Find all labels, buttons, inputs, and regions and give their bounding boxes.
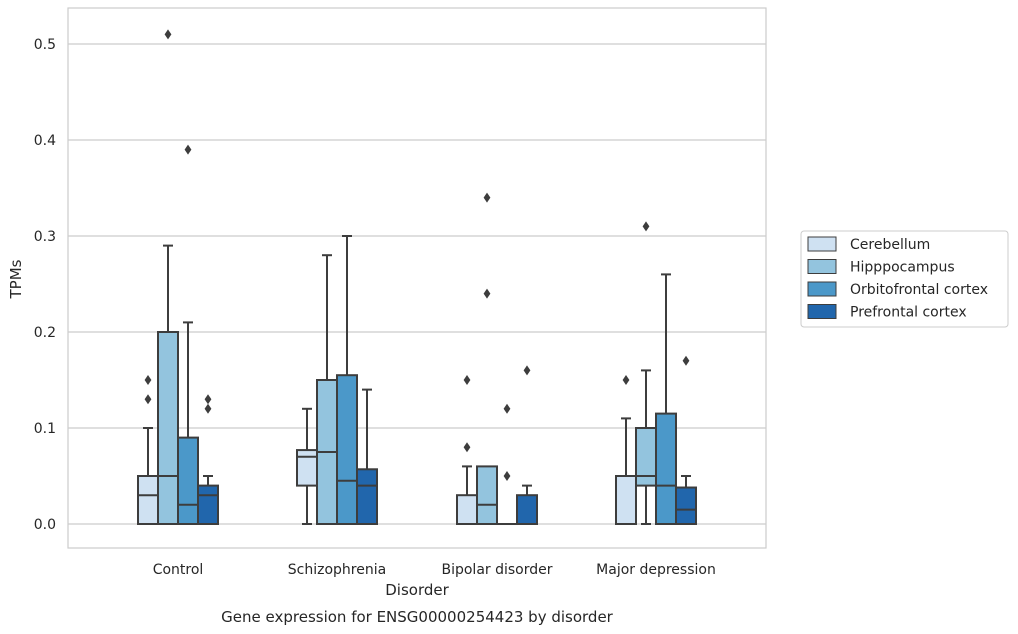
box-group — [157, 29, 179, 525]
y-axis-title: TPMs — [7, 259, 25, 299]
box — [516, 494, 538, 526]
box-group — [655, 273, 677, 526]
y-tick-label: 0.0 — [34, 517, 56, 533]
box — [296, 449, 318, 487]
box-group — [336, 235, 358, 526]
box — [336, 374, 358, 526]
outlier-point — [463, 442, 471, 453]
outlier-point — [184, 144, 192, 155]
y-tick-label: 0.5 — [34, 37, 56, 53]
legend-label: Hipppocampus — [850, 260, 955, 276]
outlier-point — [503, 403, 511, 414]
y-axis-ticks: 0.0 0.1 0.2 0.3 0.4 0.5 — [34, 37, 56, 533]
legend-label: Prefrontal cortex — [850, 305, 967, 321]
outlier-point — [463, 375, 471, 385]
box-group — [496, 403, 518, 526]
box — [137, 475, 159, 525]
x-tick-label: Major depression — [596, 562, 716, 578]
box-group — [197, 394, 219, 526]
box-group — [516, 365, 538, 526]
outlier-point — [682, 355, 690, 366]
legend-label: Cerebellum — [850, 237, 930, 253]
y-tick-label: 0.1 — [34, 421, 56, 437]
legend-swatch — [807, 304, 837, 319]
outlier-point — [483, 192, 491, 203]
legend-frame — [800, 230, 1009, 328]
outlier-point — [523, 365, 531, 376]
legend-swatch — [807, 236, 837, 252]
box — [356, 468, 378, 525]
box-group — [675, 355, 697, 525]
outlier-point — [144, 394, 152, 405]
outlier-point — [204, 403, 212, 414]
x-axis-ticks: Control Schizophrenia Bipolar disorder Majo… — [153, 562, 716, 578]
outlier-point — [642, 221, 650, 232]
box — [456, 494, 478, 526]
box-group — [476, 192, 498, 525]
box-group — [177, 144, 199, 526]
box — [197, 484, 219, 526]
y-tick-label: 0.4 — [34, 133, 56, 149]
y-tick-label: 0.3 — [34, 229, 56, 245]
outlier-point — [164, 29, 172, 40]
box — [615, 475, 637, 525]
plot-frame — [67, 7, 767, 549]
box-group — [296, 407, 318, 525]
box — [476, 465, 498, 525]
x-tick-label: Schizophrenia — [288, 562, 386, 578]
x-tick-label: Control — [153, 562, 204, 578]
y-tick-label: 0.2 — [34, 325, 56, 341]
box-group — [316, 254, 338, 525]
outlier-point — [144, 375, 152, 385]
box-plot-marks — [137, 29, 697, 526]
chart-caption: Gene expression for ENSG00000254423 by d… — [221, 608, 614, 626]
box-group — [615, 375, 637, 525]
box — [157, 331, 179, 525]
box — [655, 412, 677, 526]
legend: Cerebellum Hipppocampus Orbitofrontal cort… — [800, 230, 1009, 328]
box — [177, 436, 199, 526]
box-group — [137, 375, 159, 525]
box-group — [356, 388, 378, 525]
box-group — [456, 375, 478, 526]
x-tick-label: Bipolar disorder — [441, 562, 552, 578]
legend-label: Orbitofrontal cortex — [850, 282, 988, 298]
outlier-point — [204, 394, 212, 405]
outlier-point — [483, 288, 491, 299]
x-axis-title: Disorder — [385, 581, 449, 599]
legend-swatch — [807, 281, 837, 297]
box-group — [635, 221, 657, 525]
box — [675, 486, 697, 525]
legend-swatch — [807, 259, 837, 274]
outlier-point — [503, 471, 511, 481]
outlier-point — [622, 375, 630, 385]
